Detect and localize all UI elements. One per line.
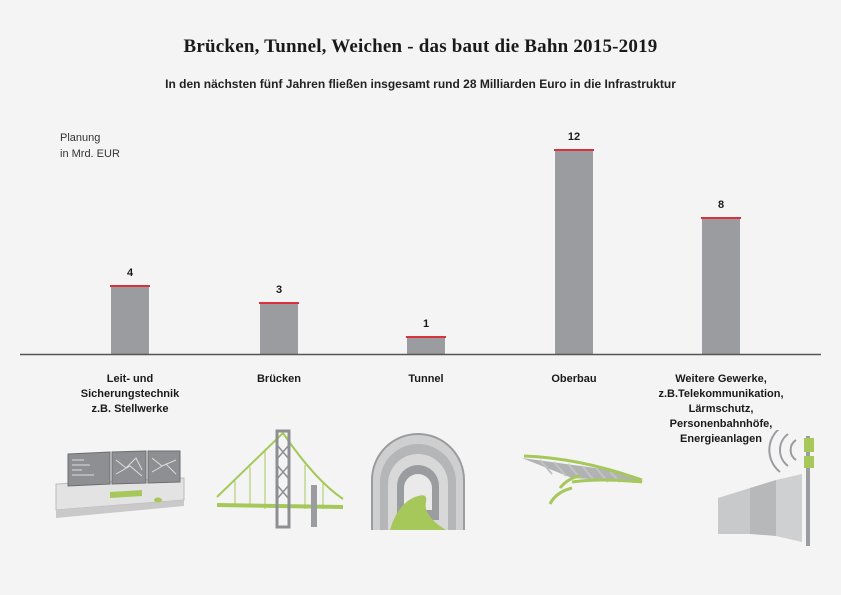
data-label-0: 4 [127, 267, 134, 279]
y-axis-label-line-2: in Mrd. EUR [60, 148, 120, 160]
track-icon [522, 454, 644, 505]
bar-top-line-2 [406, 336, 446, 338]
control-room-icon [55, 450, 185, 518]
bar-top-line-3 [554, 149, 594, 151]
bar-top-line-0 [110, 285, 150, 287]
bar-4 [702, 218, 740, 354]
bar-1 [260, 303, 298, 354]
category-label-4: Weitere Gewerke, z.B.Telekommunikation, … [658, 373, 784, 445]
category-label-0: Leit- und Sicherungstechnik z.B. Stellwe… [80, 373, 180, 415]
bar-top-line-1 [259, 302, 299, 304]
bar-2 [407, 337, 445, 354]
bar-3 [555, 150, 593, 354]
y-axis-label-line-1: Planung [60, 132, 101, 144]
bar-0 [111, 286, 149, 354]
bar-top-line-4 [701, 217, 741, 219]
category-label-2: Tunnel [408, 373, 444, 385]
category-label-3: Oberbau [551, 373, 597, 385]
chart-title: Brücken, Tunnel, Weichen - das baut die … [183, 36, 658, 57]
data-label-4: 8 [718, 199, 724, 211]
y-axis-label: Planung in Mrd. EUR [60, 130, 120, 162]
telecom-noise-barrier-icon [718, 430, 814, 546]
bridge-icon [216, 429, 344, 529]
tunnel-icon [371, 433, 465, 530]
data-label-1: 3 [276, 284, 282, 296]
data-label-2: 1 [423, 318, 429, 330]
data-label-3: 12 [568, 131, 580, 143]
category-label-1: Brücken [256, 373, 302, 385]
chart-subtitle: In den nächsten fünf Jahren fließen insg… [165, 77, 676, 91]
